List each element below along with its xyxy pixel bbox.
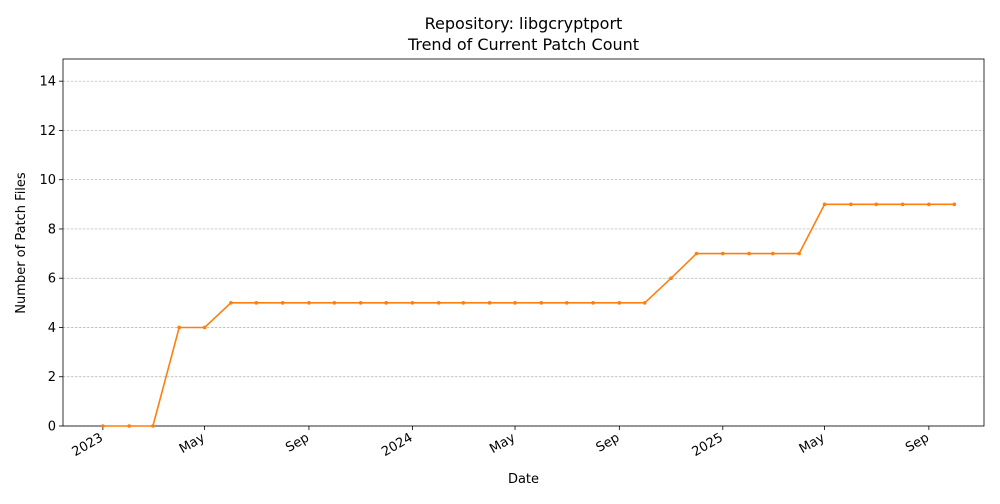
data-point bbox=[642, 301, 647, 305]
data-point bbox=[591, 301, 595, 305]
data-point bbox=[539, 301, 544, 305]
data-point bbox=[202, 325, 207, 330]
y-tick-label: 6 bbox=[48, 272, 56, 287]
data-point bbox=[771, 251, 775, 256]
data-point bbox=[461, 301, 466, 305]
data-point bbox=[564, 301, 569, 305]
data-point bbox=[358, 301, 363, 305]
data-point bbox=[307, 301, 311, 305]
data-point bbox=[952, 202, 957, 207]
y-tick-label: 14 bbox=[39, 75, 56, 90]
tick-labels: 0 2 4 6 8 10 12 14 2023 May Sep 2024 May Sep 2025 May Se… bbox=[39, 75, 931, 460]
data-point bbox=[101, 424, 105, 428]
data-point bbox=[487, 301, 492, 305]
y-tick-label: 12 bbox=[39, 124, 56, 139]
data-point bbox=[669, 276, 673, 281]
data-point bbox=[177, 325, 181, 330]
plot-frame bbox=[62, 58, 985, 427]
data-point bbox=[822, 202, 827, 207]
data-point bbox=[151, 424, 155, 428]
data-point bbox=[720, 251, 725, 256]
axes bbox=[59, 58, 985, 430]
data-point bbox=[617, 301, 622, 305]
data-point bbox=[410, 301, 415, 305]
data-point bbox=[874, 202, 879, 207]
x-tick-label: May bbox=[797, 430, 828, 457]
data-point bbox=[436, 301, 441, 305]
series-layer bbox=[101, 202, 957, 428]
x-tick-label: Sep bbox=[594, 430, 623, 455]
y-tick-label: 8 bbox=[48, 222, 56, 237]
y-tick-label: 2 bbox=[48, 370, 56, 385]
x-tick-label: Sep bbox=[283, 430, 312, 455]
x-tick-label: Sep bbox=[903, 430, 932, 455]
data-point bbox=[849, 202, 853, 207]
data-point bbox=[229, 301, 233, 305]
y-tick-label: 10 bbox=[39, 173, 56, 188]
x-tick-label: 2025 bbox=[690, 430, 726, 460]
x-tick-label: 2024 bbox=[379, 430, 415, 460]
data-point bbox=[513, 301, 517, 305]
y-axis-label: Number of Patch Files bbox=[14, 172, 29, 314]
x-tick-label: May bbox=[487, 430, 518, 457]
chart-title-line-2: Trend of Current Patch Count bbox=[407, 35, 639, 54]
x-axis-label: Date bbox=[508, 472, 539, 487]
grid-lines bbox=[63, 80, 984, 427]
data-point bbox=[797, 251, 801, 256]
chart-title-line-1: Repository: libgcryptport bbox=[425, 14, 623, 33]
data-point bbox=[254, 301, 259, 305]
data-point bbox=[900, 202, 905, 207]
data-point bbox=[280, 301, 285, 305]
y-tick-label: 0 bbox=[48, 420, 56, 435]
data-point bbox=[384, 301, 388, 305]
y-tick-label: 4 bbox=[48, 321, 56, 336]
data-point bbox=[927, 202, 931, 207]
x-tick-label: 2023 bbox=[70, 430, 106, 460]
series-line bbox=[102, 203, 955, 427]
data-point bbox=[747, 251, 751, 256]
data-point bbox=[694, 251, 699, 256]
data-point bbox=[332, 301, 337, 305]
data-point bbox=[127, 424, 131, 428]
x-tick-label: May bbox=[177, 430, 208, 457]
